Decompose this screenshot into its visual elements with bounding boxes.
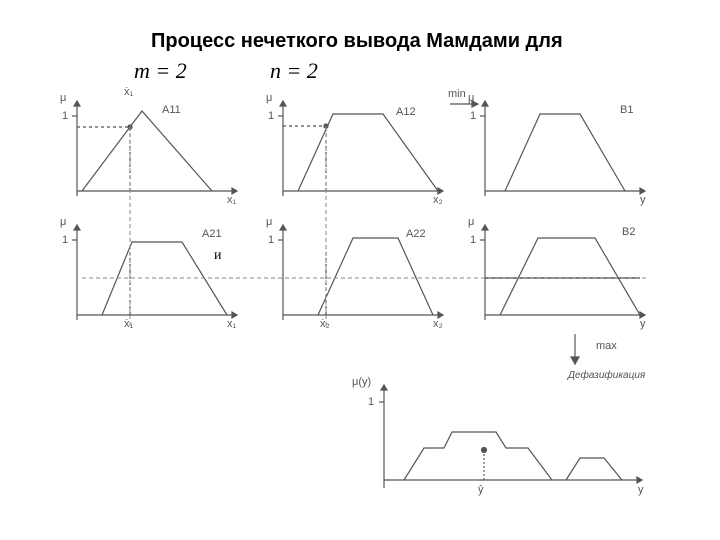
- arrow-min: [448, 96, 482, 112]
- centroid-y: ŷ: [478, 484, 484, 496]
- tick-1: 1: [368, 396, 374, 408]
- axis-mu-y: μ(y): [352, 376, 371, 388]
- axis-mu: μ: [266, 92, 272, 104]
- axis-y: y: [638, 484, 644, 496]
- tick-1: 1: [62, 110, 68, 122]
- tick-1: 1: [62, 234, 68, 246]
- panel-b1: μ 1 y B1: [480, 96, 650, 206]
- connector-vert-x1: [72, 96, 242, 330]
- label-b1: B1: [620, 104, 633, 116]
- panel-output: μ(y) 1 y ŷ: [374, 380, 650, 500]
- page-title: Процесс нечеткого вывода Мамдами для: [151, 30, 563, 53]
- formula-n: n = 2: [270, 58, 318, 84]
- arrow-down-max: [560, 332, 590, 368]
- axis-mu: μ: [60, 216, 66, 228]
- axis-y: y: [640, 194, 646, 206]
- tick-1: 1: [268, 110, 274, 122]
- axis-mu: μ: [60, 92, 66, 104]
- label-max: max: [596, 340, 617, 352]
- formula-m: m = 2: [134, 58, 187, 84]
- connector-vert: [278, 96, 448, 330]
